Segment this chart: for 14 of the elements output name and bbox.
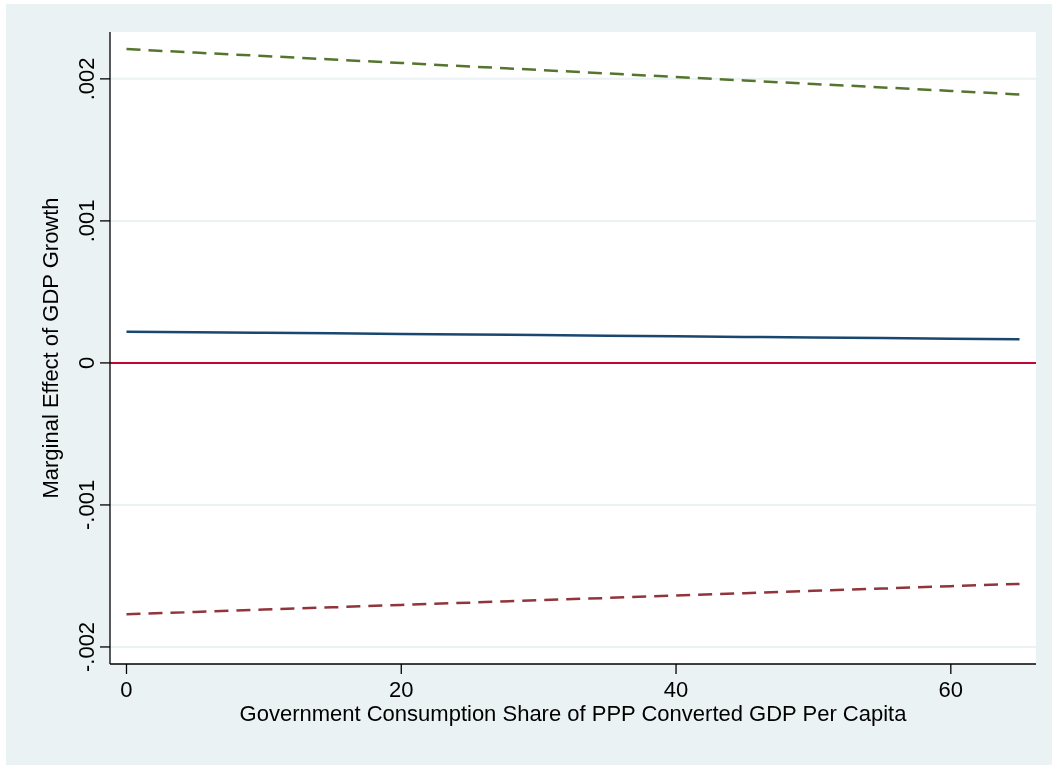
y-tick-label: .002 — [74, 57, 99, 101]
y-tick-label: -.001 — [74, 479, 99, 531]
line-series — [125, 330, 1021, 341]
x-tick-label: 0 — [120, 677, 133, 702]
x-tick-label: 60 — [938, 677, 964, 702]
y-tick-label: 0 — [74, 356, 99, 370]
x-tick-label: 40 — [663, 677, 689, 702]
y-axis-title: Marginal Effect of GDP Growth — [38, 197, 63, 499]
y-tick-label: .001 — [74, 199, 99, 243]
line-series — [125, 582, 1021, 616]
x-axis-title: Government Consumption Share of PPP Converted GDP Per Capita — [239, 701, 908, 726]
line-series — [125, 47, 1021, 96]
y-tick-label: -.002 — [74, 621, 99, 673]
x-tick-label: 20 — [389, 677, 414, 702]
